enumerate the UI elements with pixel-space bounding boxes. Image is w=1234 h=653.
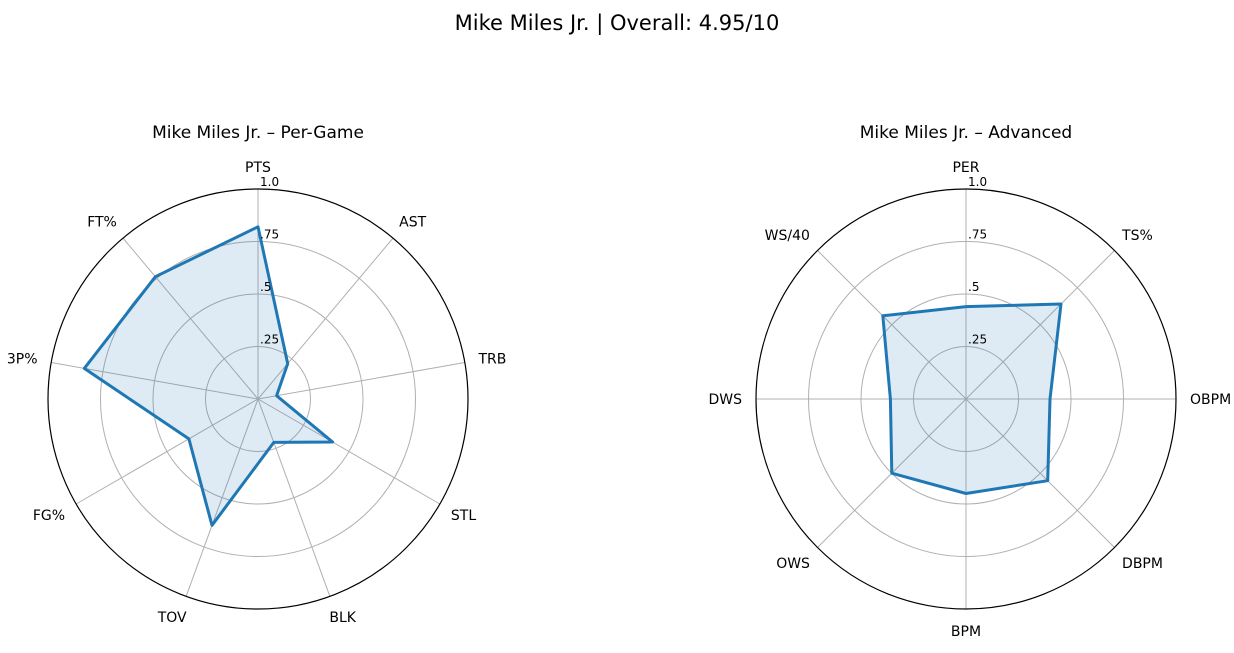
axis-label-ft-pct: FT% (87, 214, 117, 230)
axis-label-ast: AST (399, 214, 426, 230)
spoke-ft-pct (122, 237, 259, 400)
axis-label-tov: TOV (157, 610, 187, 626)
figure-title: Mike Miles Jr. | Overall: 4.95/10 (455, 11, 780, 36)
axis-label-ows: OWS (776, 556, 810, 572)
axis-label-3p-pct: 3P% (7, 352, 38, 368)
spoke-blk (257, 398, 331, 597)
axis-label-ws-40: WS/40 (765, 228, 810, 244)
polar-frame (755, 188, 1177, 610)
axis-label-per: PER (952, 160, 979, 176)
series-area (84, 226, 333, 526)
axis-label-dbpm: DBPM (1122, 556, 1163, 572)
axis-label-fg-pct: FG% (33, 508, 65, 524)
axis-label-bpm: BPM (951, 624, 981, 640)
r-tick-label: .5 (260, 280, 271, 294)
r-tick-label: .5 (968, 280, 979, 294)
axis-label-blk: BLK (329, 610, 356, 626)
series-line (82, 225, 335, 527)
axis-label-stl: STL (451, 508, 476, 524)
r-tick-label: 1.0 (260, 175, 279, 189)
axis-label-dws: DWS (708, 392, 742, 408)
spoke-ast (257, 237, 394, 400)
spoke-ts-pct (965, 250, 1115, 400)
r-tick-label: .25 (260, 333, 279, 347)
spoke-stl (257, 398, 441, 505)
r-tick-label: .25 (968, 333, 987, 347)
chart-title: Mike Miles Jr. – Advanced (860, 123, 1072, 143)
r-tick-label: .75 (260, 228, 279, 242)
chart-title: Mike Miles Jr. – Per-Game (152, 123, 364, 143)
axis-label-trb: TRB (477, 352, 506, 368)
axis-label-ts-pct: TS% (1121, 228, 1153, 244)
spoke-trb (257, 362, 465, 400)
series-area (882, 304, 1061, 494)
axis-label-pts: PTS (245, 160, 271, 176)
spoke-dbpm (965, 398, 1115, 548)
spoke-tov (185, 398, 259, 597)
axis-label-obpm: OBPM (1190, 392, 1231, 408)
spoke-ws-40 (817, 250, 967, 400)
r-tick-label: .75 (968, 228, 987, 242)
polar-frame (47, 188, 469, 610)
r-tick-label: 1.0 (968, 175, 987, 189)
spoke-fg-pct (75, 398, 259, 505)
